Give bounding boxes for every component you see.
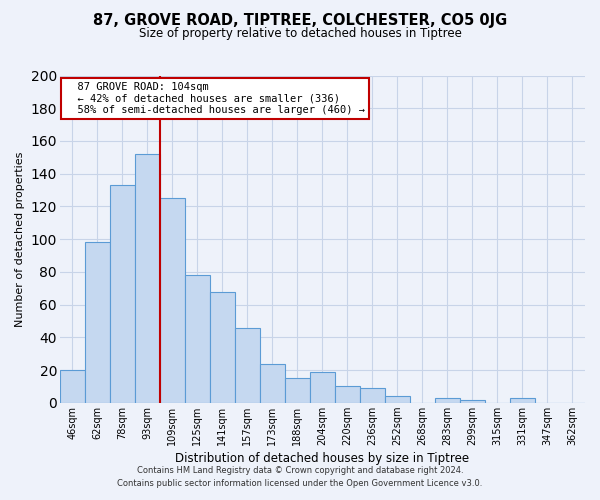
Bar — [110, 185, 135, 403]
Bar — [285, 378, 310, 403]
Bar — [460, 400, 485, 403]
Bar — [235, 328, 260, 403]
Bar — [160, 198, 185, 403]
Text: Size of property relative to detached houses in Tiptree: Size of property relative to detached ho… — [139, 28, 461, 40]
Bar — [360, 388, 385, 403]
Text: 87 GROVE ROAD: 104sqm
  ← 42% of detached houses are smaller (336)
  58% of semi: 87 GROVE ROAD: 104sqm ← 42% of detached … — [65, 82, 365, 115]
Bar — [260, 364, 285, 403]
X-axis label: Distribution of detached houses by size in Tiptree: Distribution of detached houses by size … — [175, 452, 469, 465]
Bar — [435, 398, 460, 403]
Bar — [185, 275, 210, 403]
Bar — [310, 372, 335, 403]
Text: 87, GROVE ROAD, TIPTREE, COLCHESTER, CO5 0JG: 87, GROVE ROAD, TIPTREE, COLCHESTER, CO5… — [93, 12, 507, 28]
Text: Contains HM Land Registry data © Crown copyright and database right 2024.
Contai: Contains HM Land Registry data © Crown c… — [118, 466, 482, 487]
Bar — [385, 396, 410, 403]
Bar — [335, 386, 360, 403]
Bar — [135, 154, 160, 403]
Bar — [510, 398, 535, 403]
Bar — [210, 292, 235, 403]
Bar — [85, 242, 110, 403]
Y-axis label: Number of detached properties: Number of detached properties — [15, 152, 25, 327]
Bar — [60, 370, 85, 403]
